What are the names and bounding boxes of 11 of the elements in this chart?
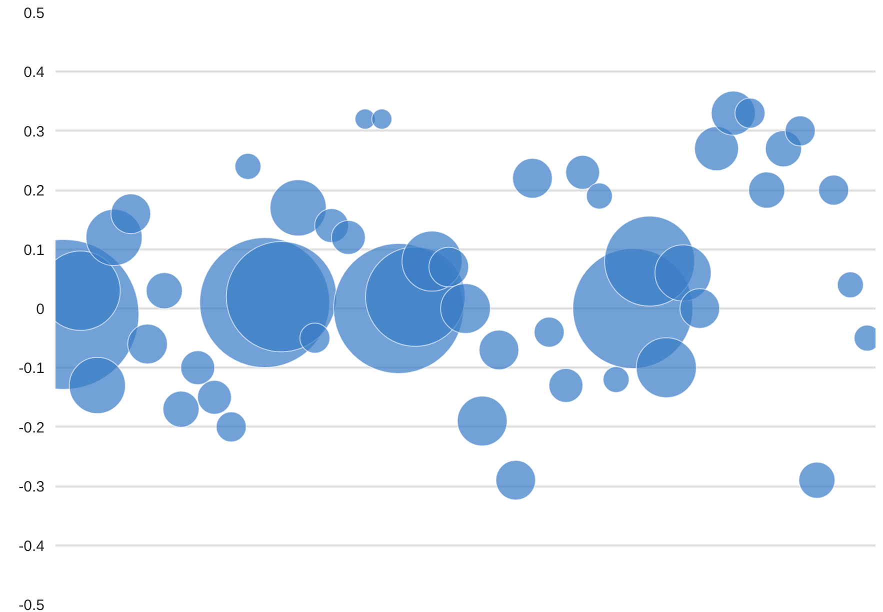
- y-tick-label: 0.5: [24, 5, 45, 22]
- y-tick-label: -0.5: [18, 597, 45, 612]
- y-tick-label: -0.3: [18, 478, 45, 496]
- y-tick-label: -0.1: [18, 360, 45, 378]
- y-tick-label: 0.4: [24, 64, 45, 82]
- y-tick-label: 0.1: [24, 242, 45, 259]
- y-tick-label: 0.2: [24, 182, 45, 200]
- y-tick-label: 0: [36, 301, 44, 318]
- y-tick-label: -0.2: [18, 419, 45, 436]
- y-tick-label: 0.3: [24, 123, 45, 140]
- y-tick-label: -0.4: [18, 538, 45, 555]
